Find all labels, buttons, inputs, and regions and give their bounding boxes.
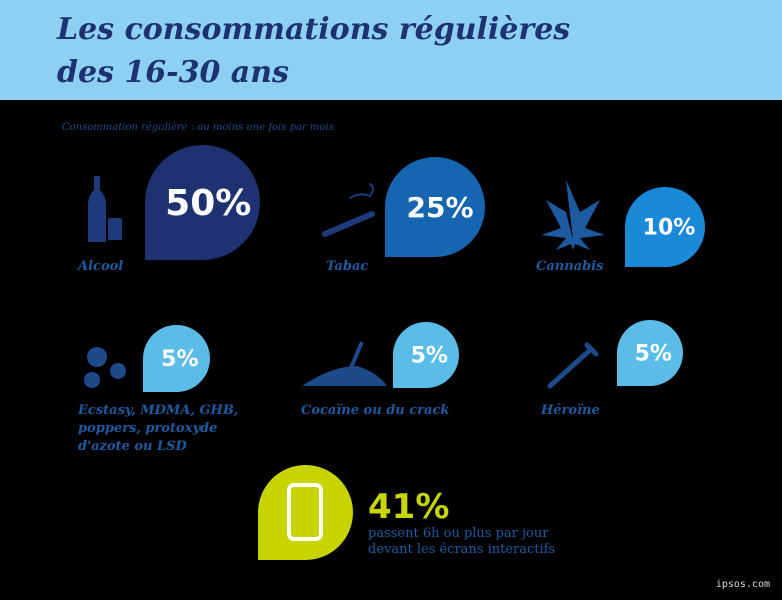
label: Tabac: [326, 259, 368, 274]
footer: ipsos.com: [716, 579, 770, 590]
label: Alcool: [76, 259, 123, 274]
title: des 16-30 ans: [57, 55, 289, 90]
icon-cannabis: [541, 180, 605, 250]
value: 10%: [643, 216, 696, 241]
screens-text: passent 6h ou plus par jour: [368, 526, 549, 541]
bubble: [625, 187, 705, 267]
screens-value: 41%: [368, 487, 449, 527]
value: 5%: [161, 347, 198, 372]
label: Cocaïne ou du crack: [301, 403, 449, 418]
screens-text: devant les écrans interactifs: [368, 542, 555, 557]
title: Les consommations régulières: [56, 12, 570, 47]
label: d'azote ou LSD: [78, 439, 188, 454]
bubble: [145, 145, 260, 260]
bubble: [617, 320, 683, 386]
note: Consommation régulière : au moins une fo…: [62, 122, 334, 133]
value: 5%: [411, 344, 448, 369]
label: poppers, protoxyde: [78, 421, 217, 436]
icon-pills: [84, 347, 126, 388]
bubble: [385, 157, 485, 257]
value: 50%: [165, 183, 251, 224]
value: 5%: [635, 342, 672, 367]
value: 25%: [406, 191, 473, 224]
header-band: [0, 0, 782, 100]
icon-cocaine: [302, 341, 387, 386]
icon-alcool: [88, 176, 122, 242]
icon-syringe: [547, 342, 599, 389]
icon-phone: [287, 483, 323, 541]
bubble: [258, 465, 353, 560]
label: Ecstasy, MDMA, GHB,: [77, 403, 238, 418]
label: Cannabis: [536, 259, 604, 274]
icon-tabac: [322, 183, 375, 237]
bubble: [143, 325, 210, 392]
bubble: [393, 322, 459, 388]
label: Héroïne: [540, 403, 600, 418]
